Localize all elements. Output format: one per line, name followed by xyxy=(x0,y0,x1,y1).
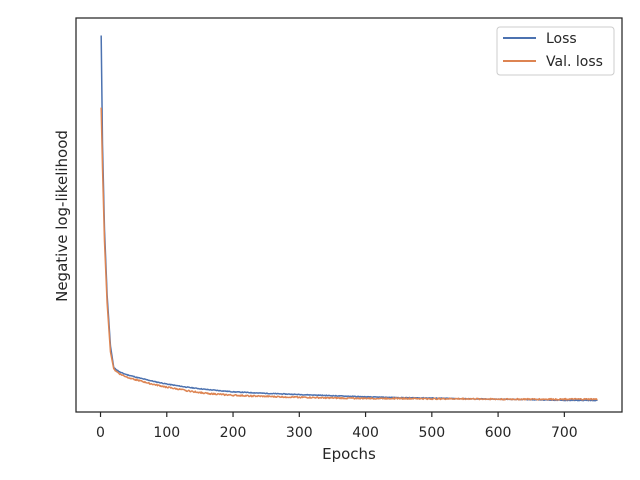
x-tick-label: 400 xyxy=(352,425,379,441)
x-axis-label: Epochs xyxy=(322,445,376,463)
plot-area xyxy=(75,17,623,413)
x-axis-ticks: 0 100 200 300 400 500 600 700 xyxy=(96,412,578,441)
x-tick-label: 0 xyxy=(96,425,105,441)
legend-label-loss: Loss xyxy=(546,31,577,47)
x-tick-label: 700 xyxy=(551,425,578,441)
x-tick-label: 200 xyxy=(220,425,247,441)
x-tick-label: 600 xyxy=(485,425,512,441)
legend: Loss Val. loss xyxy=(496,26,615,76)
y-axis-label: Negative log-likelihood xyxy=(53,130,71,302)
x-tick-label: 500 xyxy=(418,425,445,441)
x-tick-label: 100 xyxy=(153,425,180,441)
legend-label-val-loss: Val. loss xyxy=(546,54,603,70)
series-layer xyxy=(100,35,598,402)
x-tick-label: 300 xyxy=(286,425,313,441)
series-line-val-loss xyxy=(100,107,598,401)
